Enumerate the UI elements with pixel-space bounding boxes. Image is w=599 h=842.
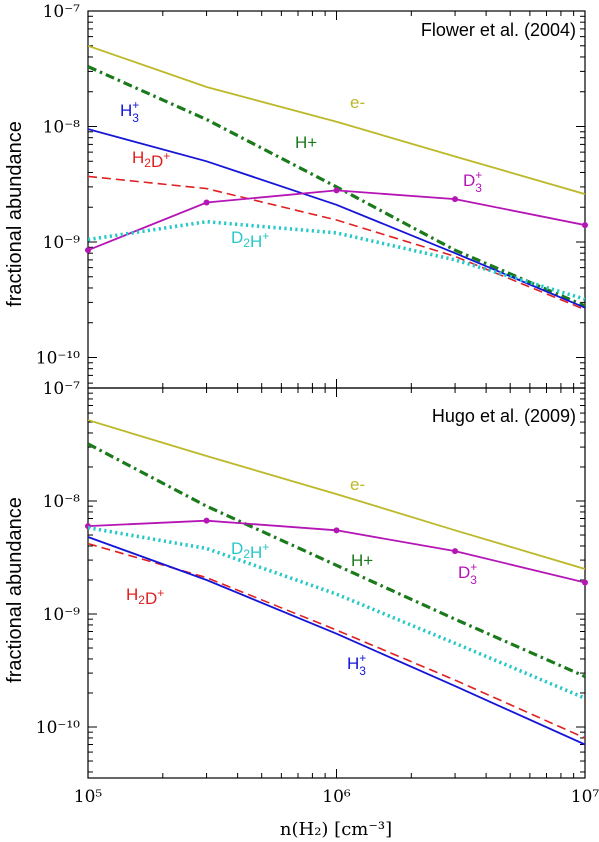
y-tick-labels: 10⁻⁷ 10⁻⁸ 10⁻⁹ 10⁻¹⁰: [36, 2, 80, 369]
plot-frame: [87, 387, 586, 779]
series-line: [88, 542, 585, 739]
series-label: H+: [351, 551, 373, 570]
x-tick-labels: 10⁵ 10⁶ 10⁷: [74, 787, 599, 807]
data-point: [333, 187, 340, 194]
series-labels: e- H+ D+ 3 D2H+ H2D+ H+ 3: [126, 475, 477, 678]
series-layer: [85, 419, 588, 746]
data-point: [203, 199, 210, 206]
y-tick-label: 10⁻⁷: [43, 2, 81, 22]
axis-ticks: [87, 10, 586, 388]
x-tick-label: 10⁵: [74, 787, 103, 807]
series-line: [88, 525, 585, 700]
panel-title: Hugo et al. (2009): [432, 406, 576, 426]
series-line: [88, 419, 585, 570]
series-labels: e- H+ H+ 3 H2D+ D+ 3 D2H+: [120, 93, 482, 251]
series-label: D2H+: [231, 228, 269, 251]
series-label: D+ 3: [463, 168, 482, 195]
y-tick-labels: 10⁻⁷ 10⁻⁸ 10⁻⁹ 10⁻¹⁰: [36, 379, 80, 738]
bottom-panel: Hugo et al. (2009) fractional abundance …: [4, 379, 588, 779]
series-label: D2H+: [231, 539, 269, 562]
series-label: e-: [350, 93, 365, 112]
series-label: H2D+: [132, 148, 170, 171]
y-axis-label: fractional abundance: [4, 121, 26, 307]
panel-title: Flower et al. (2004): [421, 20, 576, 40]
y-tick-label: 10⁻⁸: [43, 492, 81, 512]
data-point: [333, 527, 340, 534]
series-line: [88, 44, 585, 195]
data-point: [85, 247, 91, 254]
series-line: [88, 128, 585, 309]
y-tick-label: 10⁻¹⁰: [36, 349, 80, 369]
y-tick-label: 10⁻¹⁰: [36, 718, 80, 738]
series-label: H2D+: [126, 585, 164, 608]
x-tick-label: 10⁷: [571, 787, 599, 807]
series-label: H+: [295, 133, 317, 152]
data-point: [582, 222, 588, 229]
top-panel: Flower et al. (2004) fractional abundanc…: [4, 2, 588, 389]
series-label: D+ 3: [458, 560, 477, 587]
series-label: H+ 3: [347, 651, 366, 678]
series-line: [88, 442, 585, 678]
data-point: [203, 517, 210, 524]
axis-ticks: [87, 387, 586, 778]
series-line: [88, 65, 585, 308]
series-line: [88, 175, 585, 311]
data-point: [452, 196, 459, 203]
data-point: [452, 548, 459, 555]
x-axis-label: n(H₂) [cm⁻³]: [280, 819, 392, 840]
series-layer: [85, 44, 588, 311]
series-line: [88, 219, 585, 301]
series-label: H+ 3: [120, 98, 139, 125]
y-axis-label: fractional abundance: [4, 497, 26, 683]
x-tick-label: 10⁶: [322, 787, 351, 807]
series-line: [88, 536, 585, 746]
y-tick-label: 10⁻⁹: [43, 233, 81, 253]
y-tick-label: 10⁻⁷: [43, 379, 81, 399]
plot-frame: [87, 10, 586, 389]
y-tick-label: 10⁻⁸: [43, 118, 81, 138]
data-point: [582, 579, 588, 586]
series-label: e-: [350, 475, 365, 494]
y-tick-label: 10⁻⁹: [43, 605, 81, 625]
